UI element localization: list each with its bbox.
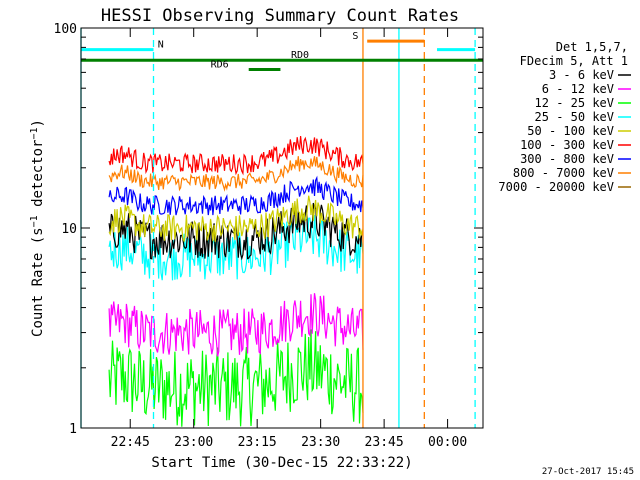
chart-title: HESSI Observing Summary Count Rates xyxy=(101,6,459,26)
legend-label: 7000 - 20000 keV xyxy=(498,180,614,194)
legend-label: 3 - 6 keV xyxy=(549,68,614,82)
legend-header-1: Det 1,5,7, xyxy=(556,40,628,54)
y-axis-label: Count Rate (s−1 detector−1) xyxy=(29,119,46,337)
series-line xyxy=(108,156,364,192)
series-line xyxy=(108,293,364,357)
legend-label: 300 - 800 keV xyxy=(520,152,614,166)
flag-label: RD0 xyxy=(291,50,309,61)
legend-label: 100 - 300 keV xyxy=(520,138,614,152)
legend-label: 12 - 25 keV xyxy=(535,96,614,110)
series-line xyxy=(108,175,364,216)
x-tick-label: 23:45 xyxy=(365,435,404,450)
footer-timestamp: 27-Oct-2017 15:45 xyxy=(542,467,634,477)
y-tick-label: 1 xyxy=(69,422,77,437)
axis-layer: 22:45 23:00 23:15 23:30 23:45 00:00 1 10 100 xyxy=(54,22,483,450)
x-axis-label: Start Time (30-Dec-15 22:33:22) xyxy=(151,455,412,471)
legend-label: 800 - 7000 keV xyxy=(513,166,614,180)
legend-label: 50 - 100 keV xyxy=(527,124,614,138)
flag-label: S xyxy=(352,31,358,42)
y-tick-label: 100 xyxy=(54,22,77,37)
y-tick-label: 10 xyxy=(61,222,77,237)
x-tick-label: 00:00 xyxy=(428,435,467,450)
flag-label: N xyxy=(158,40,164,51)
legend-label: 6 - 12 keV xyxy=(542,82,614,96)
series-line xyxy=(108,329,364,427)
flag-label: RD6 xyxy=(211,60,229,71)
series-line xyxy=(108,195,364,243)
data-layer xyxy=(108,135,364,427)
series-line xyxy=(108,215,364,281)
legend-header-2: FDecim 5, Att 1 xyxy=(520,54,628,68)
x-tick-label: 23:15 xyxy=(238,435,277,450)
series-line xyxy=(108,135,364,176)
x-tick-label: 23:30 xyxy=(301,435,340,450)
x-tick-label: 23:00 xyxy=(174,435,213,450)
legend-label: 25 - 50 keV xyxy=(535,110,614,124)
x-tick-label: 22:45 xyxy=(111,435,150,450)
